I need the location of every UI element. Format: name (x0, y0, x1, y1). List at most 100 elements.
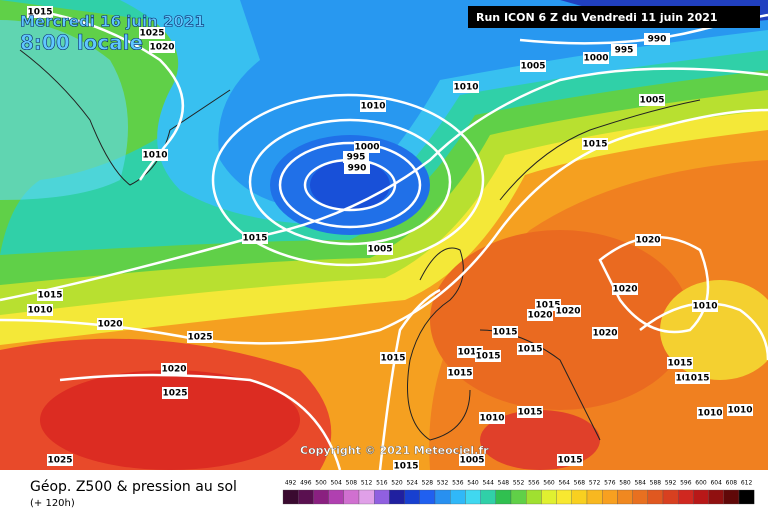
label-bg (242, 232, 268, 244)
label-bg (555, 305, 581, 317)
isobar-label: 1025 (162, 389, 187, 399)
scale-swatch (541, 489, 557, 505)
label-bg (479, 412, 505, 424)
run: Run ICON 6 Z du Vendredi 11 juin 2021 (476, 11, 718, 24)
copyright: Copyright © 2021 Meteociel.fr (300, 444, 489, 457)
label-bg (47, 454, 73, 466)
label-bg (162, 387, 188, 399)
scale-swatch (510, 489, 527, 505)
isobar-label: 1005 (367, 245, 392, 255)
scale-swatch (298, 489, 314, 505)
scale-label: 612 (741, 480, 753, 487)
scale-swatch (602, 489, 618, 505)
scale-label: 532 (437, 480, 449, 487)
isobar-label: 1015 (517, 345, 542, 355)
scale-label: 576 (604, 480, 616, 487)
isobar-label: 1005 (459, 456, 484, 466)
scale-swatch (738, 489, 755, 505)
isobar-label: 1010 (360, 102, 385, 112)
isobar-label: 1015 (37, 291, 62, 301)
scale-label: 508 (346, 480, 358, 487)
isobar-label: 1010 (479, 414, 504, 424)
scale-swatch (358, 489, 375, 505)
isobar-label: 1015 (684, 374, 709, 384)
isobar-label: 1015 (457, 348, 482, 358)
label-bg (149, 41, 175, 53)
scale-swatch (662, 489, 679, 505)
label-bg (639, 94, 665, 106)
scale-label: 568 (574, 480, 586, 487)
color-scale: 492 496 500 504 508 512 516 520 524 528 532 536 540 5… (282, 480, 755, 505)
isobar-label: 1010 (453, 83, 478, 93)
label-bg (380, 352, 406, 364)
scale-label: 580 (619, 480, 631, 487)
scale-label: 520 (391, 480, 403, 487)
isobar-label: 1020 (592, 329, 617, 339)
label-bg (667, 357, 693, 369)
scale-label: 552 (513, 480, 525, 487)
label-bg (360, 100, 386, 112)
label-bg (517, 406, 543, 418)
isobar-label: 1010 (142, 151, 167, 161)
label-bg (367, 243, 393, 255)
isobar-labels: 1015102510201010101010101005100099599010… (27, 6, 753, 472)
scale-swatch (526, 489, 542, 505)
label-bg (37, 289, 63, 301)
isobar-label: 1015 (380, 354, 405, 364)
isobar-label: 1015 (557, 456, 582, 466)
isobar-label: 1000 (354, 143, 379, 153)
isobar-label: 1010 (697, 409, 722, 419)
scale-label: 500 (315, 480, 327, 487)
scale-swatch (723, 489, 740, 505)
scale-swatch (404, 489, 420, 505)
isobar-label: 1015 (582, 140, 607, 150)
scale-swatch (678, 489, 694, 505)
scale-swatch (374, 489, 390, 505)
isobar-label: 1015 (242, 234, 267, 244)
label-bg (344, 162, 370, 174)
label-bg (692, 300, 718, 312)
label-bg (161, 363, 187, 375)
scale-label: 496 (300, 480, 312, 487)
scale-swatch (693, 489, 709, 505)
isobar-label: 1010 (727, 406, 752, 416)
label-bg (475, 350, 501, 362)
label-bg (520, 60, 546, 72)
isobar-label: 1015 (667, 359, 692, 369)
label-bg (644, 33, 670, 45)
isobar-label: 1020 (161, 365, 186, 375)
scale-label: 572 (589, 480, 601, 487)
isobar-label: 1015 (475, 352, 500, 362)
label-bg (527, 309, 553, 321)
scale-swatch (617, 489, 633, 505)
run-box (468, 6, 760, 28)
isobar-label: 1015 (27, 8, 52, 18)
date: Mercredi 16 juin 2021 (20, 13, 205, 31)
isobar-label: 1020 (612, 285, 637, 295)
scale-label: 516 (376, 480, 388, 487)
isobar-label: 1020 (527, 311, 552, 321)
isobar-label: 1020 (149, 43, 174, 53)
scale-swatch (556, 489, 572, 505)
label-bg (727, 404, 753, 416)
scale-swatch (328, 489, 344, 505)
label-bg (139, 27, 165, 39)
scale-label: 604 (710, 480, 722, 487)
scale-label: 536 (452, 480, 464, 487)
scale-swatch (495, 489, 512, 505)
isobar-label: 1005 (520, 62, 545, 72)
coastlines (19, 49, 701, 441)
label-bg (447, 367, 473, 379)
scale-label: 524 (406, 480, 418, 487)
scale-label: 560 (543, 480, 555, 487)
scale-label: 528 (422, 480, 434, 487)
isobar-label: 1000 (583, 54, 608, 64)
label-bg (97, 318, 123, 330)
scale-swatch (480, 489, 496, 505)
label-bg (557, 454, 583, 466)
isobar-label: 1015 (535, 301, 560, 311)
scale-swatch (571, 489, 588, 505)
scale-label: 540 (467, 480, 479, 487)
